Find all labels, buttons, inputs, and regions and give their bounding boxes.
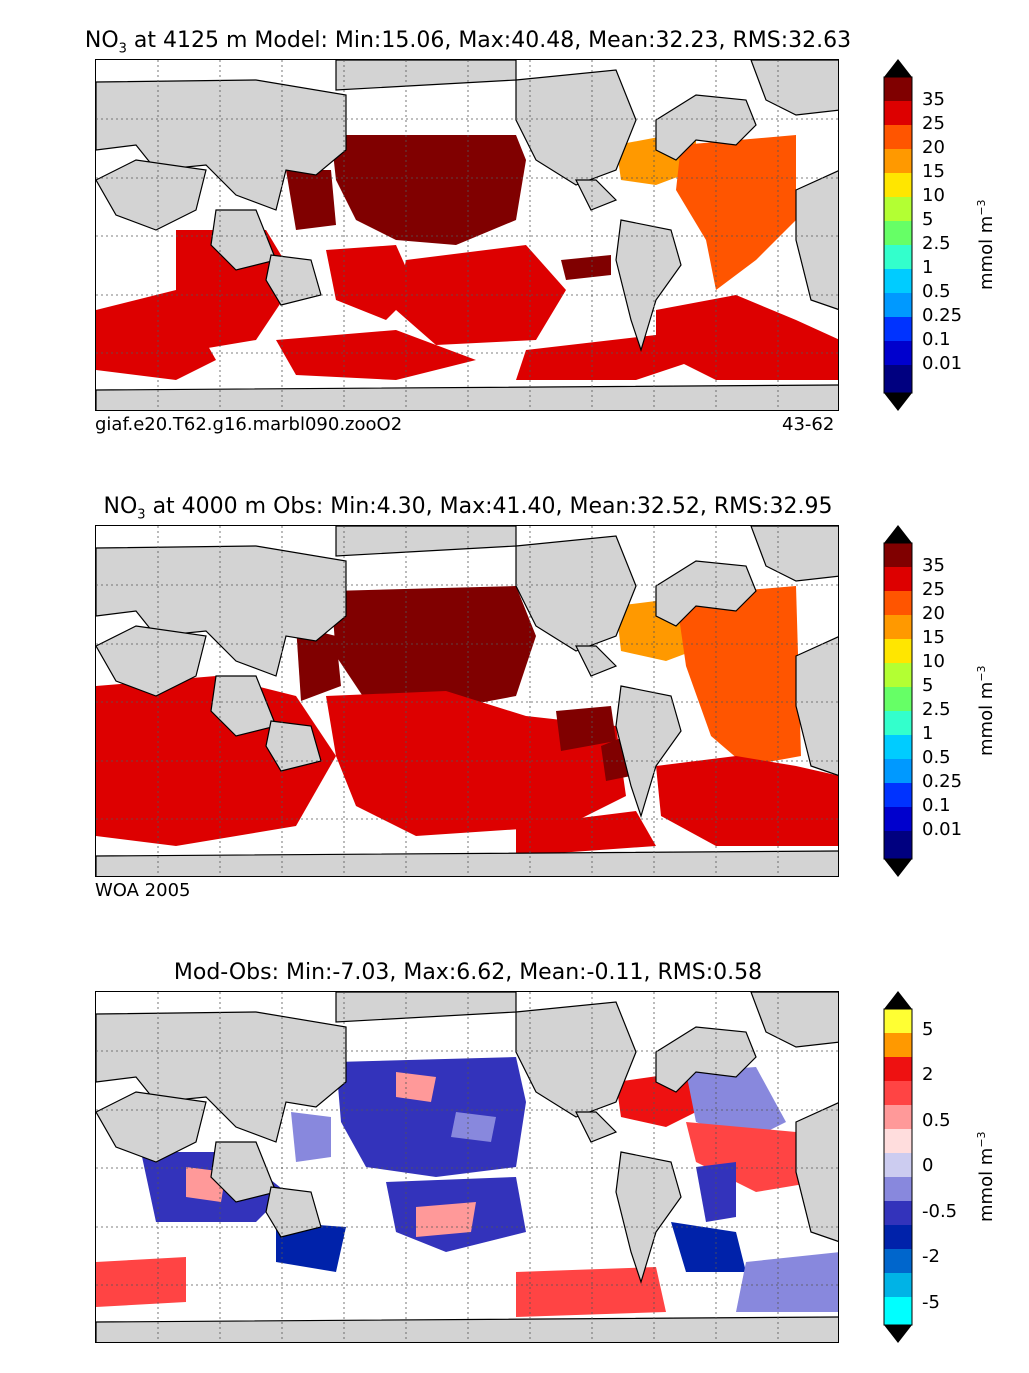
panel2-title: NO3 at 4000 m Obs: Min:4.30, Max:41.40, … bbox=[103, 494, 833, 523]
panel1-map bbox=[95, 59, 839, 411]
panel1-land bbox=[96, 60, 838, 410]
panel1-tick: 15 bbox=[922, 161, 945, 182]
panel3-colorbar bbox=[883, 991, 913, 1343]
panel2-tick: 15 bbox=[922, 627, 945, 648]
panel2-tick: 10 bbox=[922, 651, 945, 672]
panel2-caption-left: WOA 2005 bbox=[95, 880, 191, 901]
panel1-tick: 2.5 bbox=[922, 233, 951, 254]
panel2-ocean-field bbox=[96, 586, 838, 856]
panel1-caption-left: giaf.e20.T62.g16.marbl090.zooO2 bbox=[95, 414, 403, 435]
panel1-units: mmol m−3 bbox=[975, 199, 997, 290]
panel2-tick: 35 bbox=[922, 555, 945, 576]
panel2-map bbox=[95, 525, 839, 877]
panel3-tick: 5 bbox=[922, 1019, 934, 1040]
panel1-title: NO3 at 4125 m Model: Min:15.06, Max:40.4… bbox=[84, 28, 852, 57]
panel2-tick: 0.5 bbox=[922, 747, 951, 768]
panel3-land bbox=[96, 992, 838, 1342]
panel3-tick: -5 bbox=[922, 1292, 940, 1313]
panel1-tick: 5 bbox=[922, 209, 934, 230]
panel3-map bbox=[95, 991, 839, 1343]
panel1-tick: 0.25 bbox=[922, 305, 963, 326]
panel3-tick: -2 bbox=[922, 1246, 940, 1267]
panel2-tick: 0.25 bbox=[922, 771, 963, 792]
panel2-colorbar bbox=[883, 525, 913, 877]
panel1-tick: 0.5 bbox=[922, 281, 951, 302]
panel2-tick: 20 bbox=[922, 603, 945, 624]
panel1-tick: 0.1 bbox=[922, 329, 951, 350]
panel1-tick: 25 bbox=[922, 113, 945, 134]
panel3-units: mmol m−3 bbox=[975, 1131, 997, 1222]
panel1-tick: 35 bbox=[922, 89, 945, 110]
panel1-tick: 10 bbox=[922, 185, 945, 206]
panel3-tick: 0 bbox=[922, 1155, 934, 1176]
panel2-tick: 0.01 bbox=[922, 819, 963, 840]
panel3-tick: -0.5 bbox=[922, 1201, 958, 1222]
panel3-tick: 2 bbox=[922, 1064, 934, 1085]
panel1-tick: 1 bbox=[922, 257, 934, 278]
panel2-tick: 1 bbox=[922, 723, 934, 744]
panel1-tick: 20 bbox=[922, 137, 945, 158]
panel1-colorbar bbox=[883, 59, 913, 411]
panel2-tick: 2.5 bbox=[922, 699, 951, 720]
panel2-land bbox=[96, 526, 838, 876]
panel3-ocean-field bbox=[96, 1057, 838, 1317]
panel2-tick: 0.1 bbox=[922, 795, 951, 816]
panel1-tick: 0.01 bbox=[922, 353, 963, 374]
panel2-tick: 5 bbox=[922, 675, 934, 696]
panel3-tick: 0.5 bbox=[922, 1110, 951, 1131]
panel3-title: Mod-Obs: Min:-7.03, Max:6.62, Mean:-0.11… bbox=[173, 960, 763, 985]
panel1-ocean-field bbox=[96, 130, 838, 380]
panel2-tick: 25 bbox=[922, 579, 945, 600]
panel1-caption-right: 43-62 bbox=[782, 414, 835, 435]
panel2-units: mmol m−3 bbox=[975, 665, 997, 756]
